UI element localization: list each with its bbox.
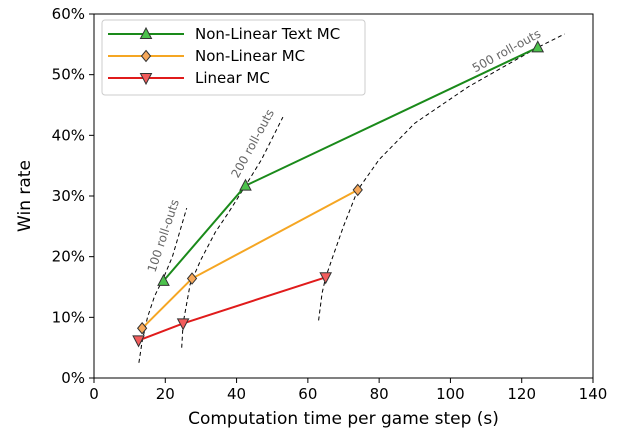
y-tick-label: 30% — [52, 187, 85, 205]
legend-marker — [139, 26, 153, 39]
data-point — [186, 272, 198, 285]
y-tick-label: 20% — [52, 248, 85, 266]
data-point — [531, 40, 545, 53]
x-tick-label: 0 — [89, 385, 99, 403]
y-tick-label: 40% — [52, 126, 85, 144]
legend-marker — [139, 73, 153, 86]
legend-label: Non-Linear MC — [195, 47, 305, 65]
legend-box — [101, 19, 366, 96]
x-tick-label: 80 — [370, 385, 389, 403]
data-series — [132, 40, 545, 348]
x-tick-label: 60 — [298, 385, 317, 403]
legend-item: Non-Linear Text MC — [108, 25, 340, 43]
rollout-label: 100 roll-outs — [145, 198, 182, 274]
x-tick-label: 100 — [436, 385, 465, 403]
series-non-linear-mc — [136, 183, 363, 335]
y-tick-label: 60% — [52, 5, 85, 23]
x-tick-label: 20 — [156, 385, 175, 403]
y-axis-label: Win rate — [15, 160, 35, 232]
x-tick-label: 120 — [507, 385, 536, 403]
x-tick-label: 140 — [579, 385, 608, 403]
x-axis: 0 20 40 60 80 100 120 140 — [89, 378, 607, 403]
data-point — [157, 273, 170, 286]
x-tick-label: 40 — [227, 385, 246, 403]
x-axis-label: Computation time per game step (s) — [188, 409, 499, 429]
series-line — [138, 276, 327, 342]
legend-item: Linear MC — [108, 69, 270, 87]
data-point — [319, 272, 333, 285]
data-point — [136, 321, 148, 335]
series-linear-mc — [132, 272, 333, 348]
data-point — [352, 183, 363, 197]
legend-label: Linear MC — [195, 69, 270, 87]
rollout-curve — [181, 116, 284, 348]
series-non-linear-text-mc — [157, 40, 545, 286]
data-point — [239, 178, 252, 191]
y-axis: 0% 10% 20% 30% 40% 50% 60% — [52, 5, 94, 387]
y-tick-label: 50% — [52, 66, 85, 84]
y-tick-label: 0% — [61, 369, 85, 387]
y-tick-label: 10% — [52, 308, 85, 326]
data-point — [132, 335, 145, 348]
legend: Non-Linear Text MC Non-Linear MC Linear MC — [101, 19, 366, 96]
data-point — [176, 318, 190, 331]
legend-label: Non-Linear Text MC — [195, 25, 340, 43]
legend-marker — [140, 49, 152, 63]
rollout-curve — [138, 207, 188, 363]
legend-item: Non-Linear MC — [108, 47, 305, 65]
